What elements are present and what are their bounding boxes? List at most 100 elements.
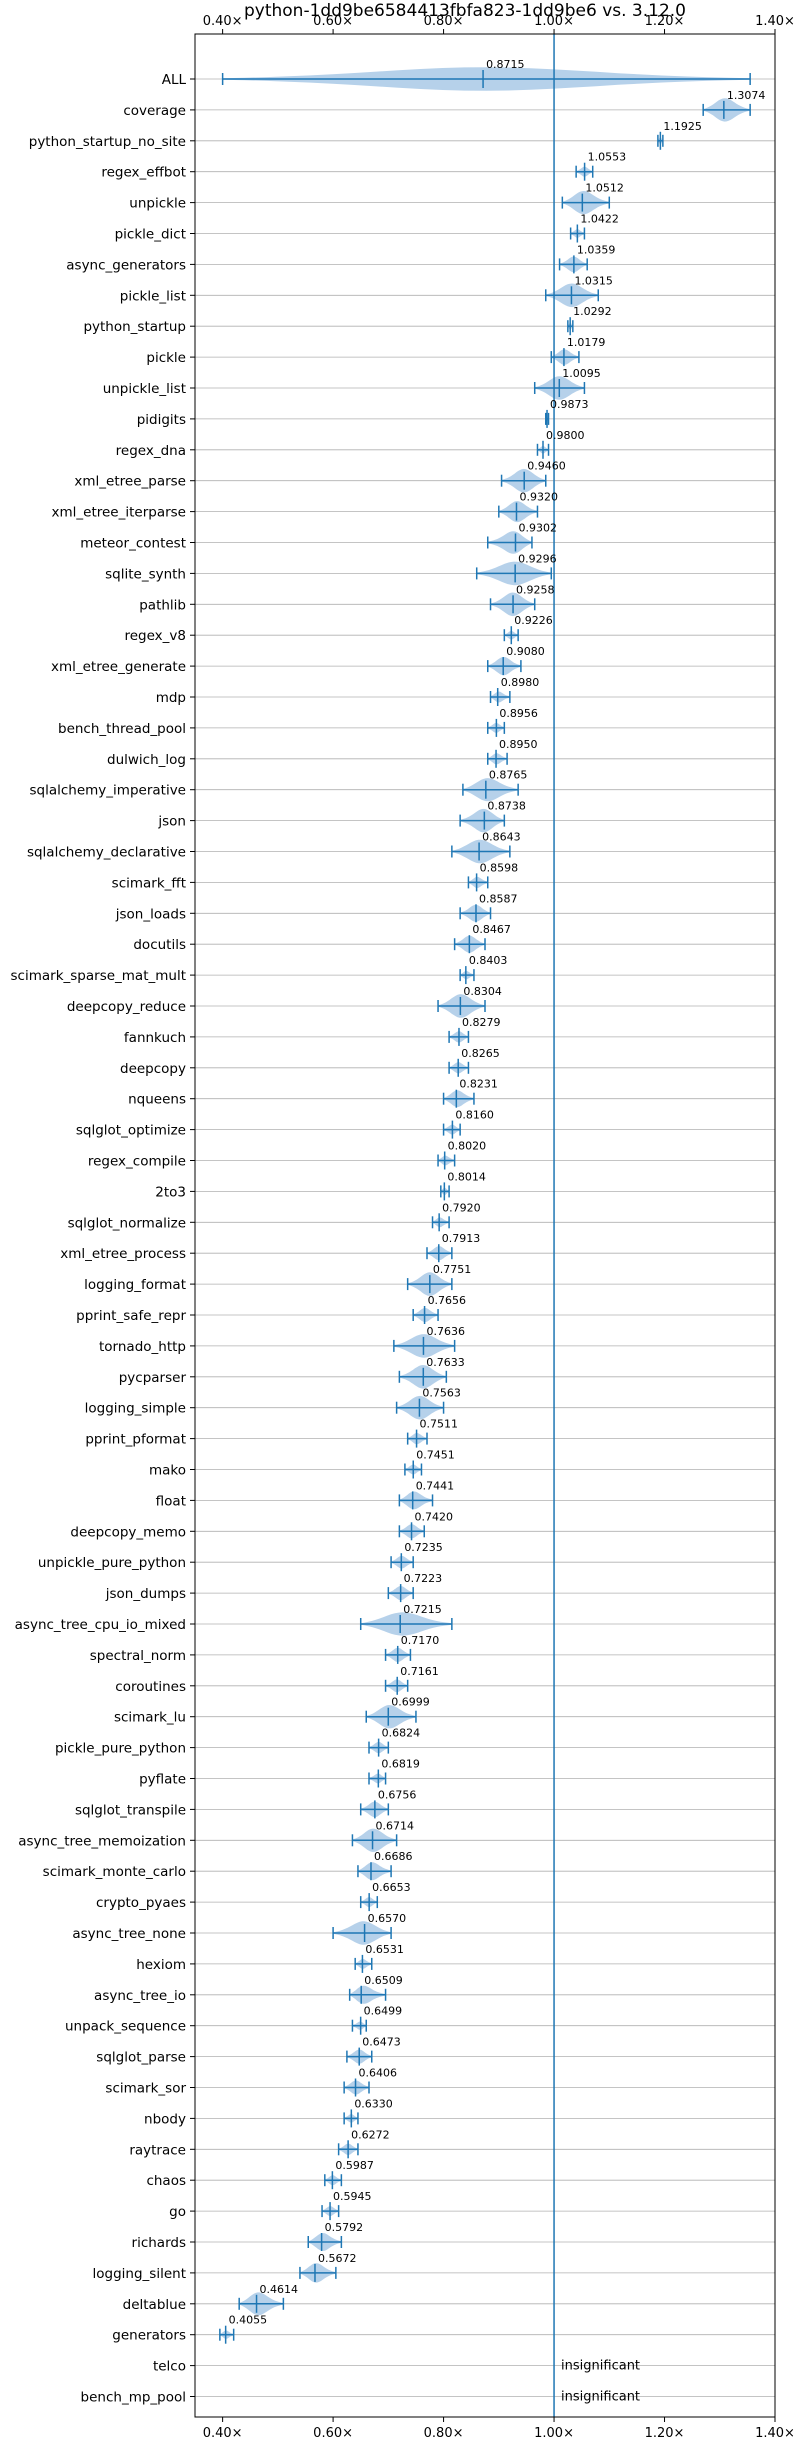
category-label: pickle_list: [120, 288, 186, 304]
value-label: 0.6499: [364, 2005, 403, 2018]
category-label: regex_dna: [116, 443, 186, 459]
x-tick-label-bottom: 1.20×: [645, 2426, 685, 2441]
value-label: 0.9226: [514, 614, 553, 627]
value-label: 0.8950: [499, 738, 538, 751]
category-labels: ALL 0.8715 coverage 1.3074 python_startup_no…: [11, 58, 766, 2406]
category-label: pathlib: [139, 597, 186, 613]
category-label: pycparser: [119, 1370, 187, 1386]
x-tick-label-bottom: 1.40×: [755, 2426, 795, 2441]
category-label: generators: [112, 2328, 186, 2344]
value-label: 0.5672: [318, 2252, 357, 2265]
category-label: scimark_fft: [112, 875, 186, 891]
category-label: pidigits: [137, 412, 186, 428]
value-label: 0.5987: [335, 2159, 374, 2172]
value-label: 0.6406: [359, 2067, 398, 2080]
value-label: 1.0359: [577, 243, 616, 256]
category-label: async_tree_cpu_io_mixed: [15, 1617, 186, 1633]
category-label: pprint_pformat: [85, 1432, 186, 1448]
category-label: json_dumps: [105, 1586, 186, 1602]
value-label: 0.6531: [365, 1943, 404, 1956]
value-label: 0.6509: [364, 1974, 403, 1987]
violins: [219, 67, 751, 2344]
category-label: richards: [132, 2235, 186, 2251]
category-label: nbody: [144, 2111, 186, 2127]
category-label: unpickle_list: [103, 381, 186, 397]
value-label: 1.0095: [562, 367, 601, 380]
category-label: deepcopy_reduce: [67, 999, 186, 1015]
category-label: unpack_sequence: [65, 2019, 186, 2035]
x-tick-label-bottom: 1.00×: [534, 2426, 574, 2441]
value-label: 0.6824: [382, 1727, 421, 1740]
category-label: unpickle_pure_python: [38, 1555, 186, 1571]
value-label: 0.6330: [354, 2097, 393, 2110]
value-label: 1.0292: [573, 305, 612, 318]
category-label: scimark_monte_carlo: [43, 1864, 186, 1880]
value-label: 0.7920: [442, 1201, 481, 1214]
category-label: crypto_pyaes: [96, 1895, 186, 1911]
value-label: 0.8643: [482, 831, 521, 844]
value-label: 0.7420: [415, 1510, 454, 1523]
category-label: xml_etree_generate: [51, 659, 186, 675]
category-label: regex_compile: [88, 1154, 186, 1170]
category-label: dulwich_log: [107, 752, 186, 768]
category-label: xml_etree_process: [60, 1246, 186, 1262]
value-label: 0.8279: [462, 1016, 501, 1029]
chart-title: python-1dd9be6584413fbfa823-1dd9be6 vs. …: [244, 1, 686, 21]
category-label: logging_silent: [93, 2266, 186, 2282]
category-label: tornado_http: [99, 1339, 186, 1355]
category-label: mako: [149, 1463, 186, 1479]
value-label: 0.7511: [420, 1418, 459, 1431]
insignificant-label: insignificant: [561, 2359, 640, 2374]
category-label: go: [169, 2204, 186, 2220]
category-label: bench_mp_pool: [81, 2390, 186, 2406]
x-tick-label-bottom: 0.60×: [313, 2426, 353, 2441]
value-label: 0.5945: [333, 2190, 372, 2203]
value-label: 1.1925: [663, 120, 702, 133]
value-label: 0.8231: [459, 1078, 498, 1091]
value-label: 0.8265: [461, 1047, 500, 1060]
value-label: 0.8160: [455, 1109, 494, 1122]
value-label: 0.8765: [489, 769, 528, 782]
value-label: 0.7656: [428, 1294, 467, 1307]
value-label: 0.8715: [486, 58, 524, 71]
value-label: 0.7215: [403, 1603, 442, 1616]
value-label: 0.6686: [374, 1850, 413, 1863]
category-label: python_startup: [83, 319, 186, 335]
value-label: 1.0512: [585, 182, 624, 195]
category-label: pyflate: [139, 1772, 186, 1788]
value-label: 0.8020: [448, 1140, 487, 1153]
category-label: scimark_sor: [105, 2081, 186, 2097]
x-tick-label-top: 1.40×: [755, 14, 795, 29]
value-label: 0.9460: [527, 460, 566, 473]
category-label: mdp: [156, 690, 186, 706]
category-label: async_tree_io: [94, 1988, 186, 2004]
category-label: bench_thread_pool: [58, 721, 186, 737]
value-label: 0.7751: [433, 1263, 472, 1276]
category-label: json: [157, 814, 186, 830]
category-label: xml_etree_iterparse: [52, 505, 187, 521]
category-label: unpickle: [129, 196, 186, 212]
category-label: scimark_lu: [114, 1710, 186, 1726]
category-label: async_generators: [66, 257, 186, 273]
category-label: sqlglot_parse: [96, 2050, 186, 2066]
category-label: sqlglot_transpile: [75, 1802, 186, 1818]
value-label: 1.0315: [574, 274, 613, 287]
value-label: 1.3074: [727, 89, 766, 102]
category-label: docutils: [133, 937, 186, 953]
category-label: spectral_norm: [90, 1648, 186, 1664]
value-label: 0.8980: [501, 676, 540, 689]
value-label: 0.9302: [518, 522, 557, 535]
category-label: scimark_sparse_mat_mult: [11, 968, 186, 984]
category-label: deepcopy: [120, 1061, 186, 1077]
value-label: 0.7170: [401, 1634, 440, 1647]
category-label: sqlglot_normalize: [68, 1215, 186, 1231]
value-label: 0.7223: [404, 1572, 443, 1585]
category-label: regex_v8: [124, 628, 186, 644]
value-label: 0.7451: [416, 1449, 455, 1462]
category-label: sqlite_synth: [105, 566, 186, 582]
value-label: 0.8738: [487, 800, 526, 813]
value-label: 0.8598: [480, 861, 519, 874]
value-label: 0.8956: [499, 707, 537, 720]
value-label: 0.7441: [416, 1479, 455, 1492]
